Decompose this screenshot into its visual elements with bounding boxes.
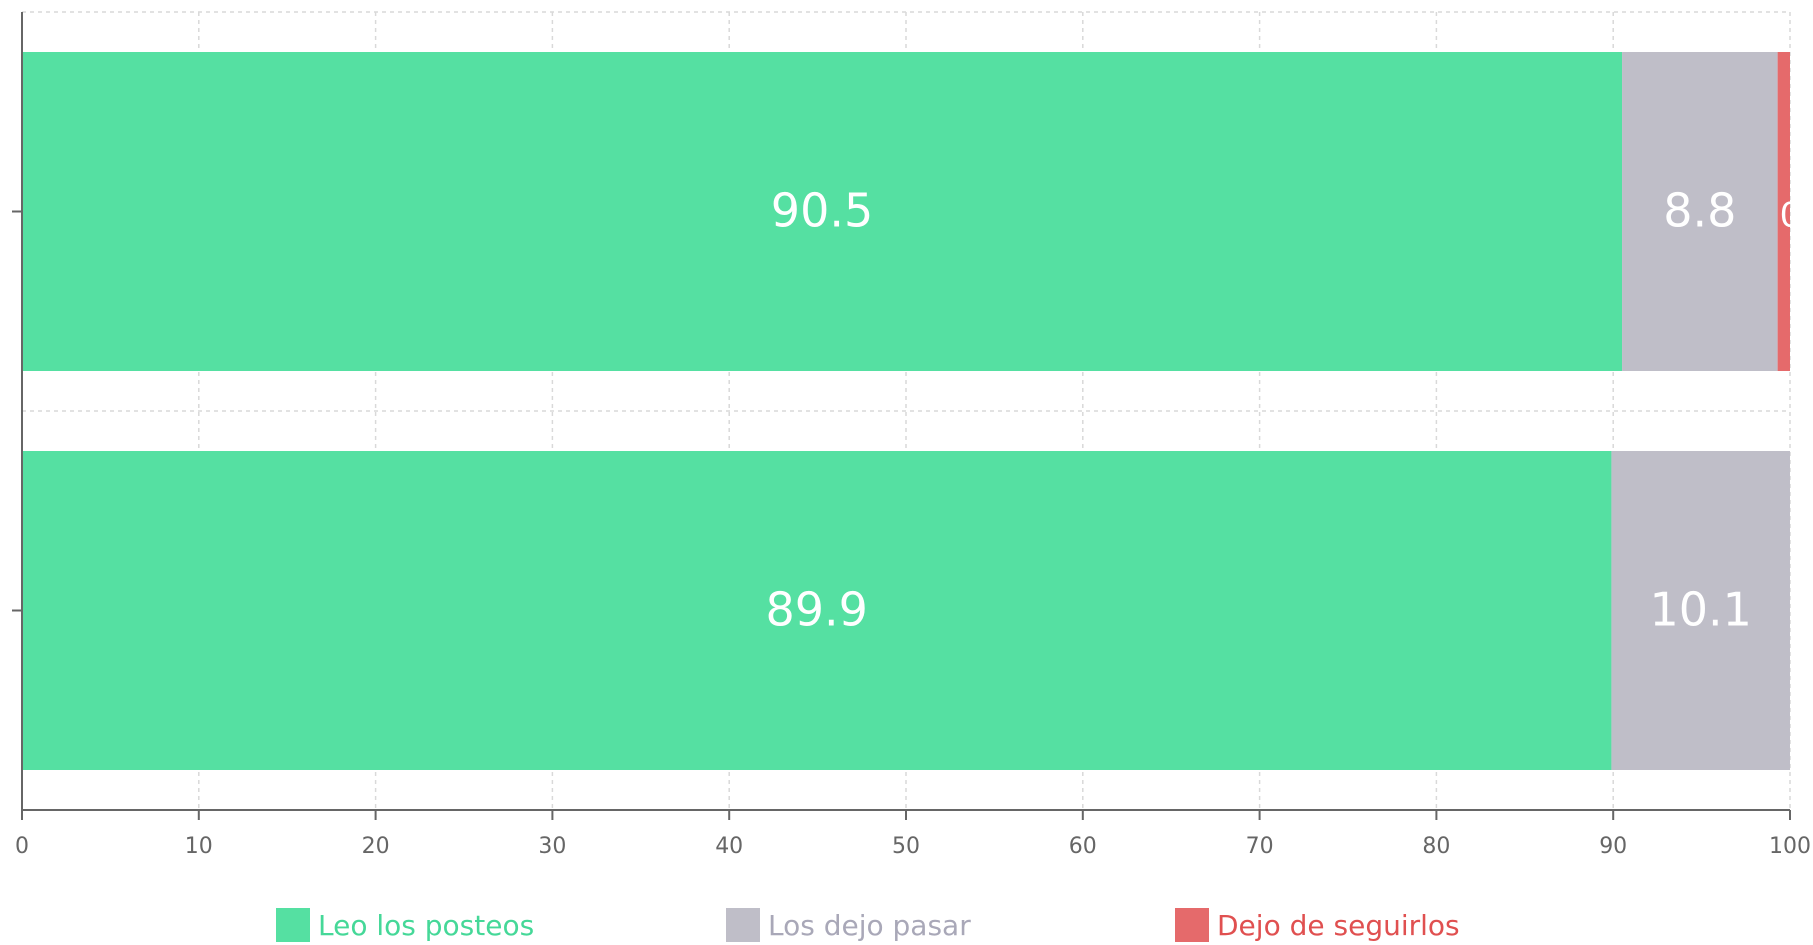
x-tick-label: 40 (715, 834, 743, 859)
x-tick-label: 90 (1599, 834, 1627, 859)
x-tick-label: 60 (1069, 834, 1097, 859)
bar-segment (22, 451, 1612, 770)
bar-segment (1611, 451, 1790, 770)
x-tick-label: 0 (15, 834, 29, 859)
legend-swatch (276, 908, 310, 942)
x-tick-label: 80 (1422, 834, 1450, 859)
bar-segment (1622, 52, 1778, 371)
data-label: 8.8 (1663, 184, 1736, 238)
x-tick-label: 30 (538, 834, 566, 859)
x-tick-label: 100 (1769, 834, 1811, 859)
legend-item[interactable]: Leo los posteos (276, 908, 534, 942)
x-tick-label: 20 (362, 834, 390, 859)
legend-swatch (726, 908, 760, 942)
x-tick-label: 50 (892, 834, 920, 859)
legend-item[interactable]: Los dejo pasar (726, 908, 971, 942)
data-label: 89.9 (766, 583, 868, 637)
legend-item[interactable]: Dejo de seguirlos (1175, 908, 1460, 942)
legend-label: Los dejo pasar (768, 908, 971, 942)
x-tick-label: 10 (185, 834, 213, 859)
data-label: 90.5 (771, 184, 873, 238)
data-label: 0.7 (1780, 196, 1813, 236)
legend-label: Leo los posteos (318, 908, 535, 942)
x-tick-label: 70 (1246, 834, 1274, 859)
bar-segment (1777, 52, 1790, 371)
bar-segment (22, 52, 1623, 371)
data-label: 10.1 (1650, 583, 1752, 637)
legend-label: Dejo de seguirlos (1217, 908, 1460, 942)
legend-swatch (1175, 908, 1209, 942)
